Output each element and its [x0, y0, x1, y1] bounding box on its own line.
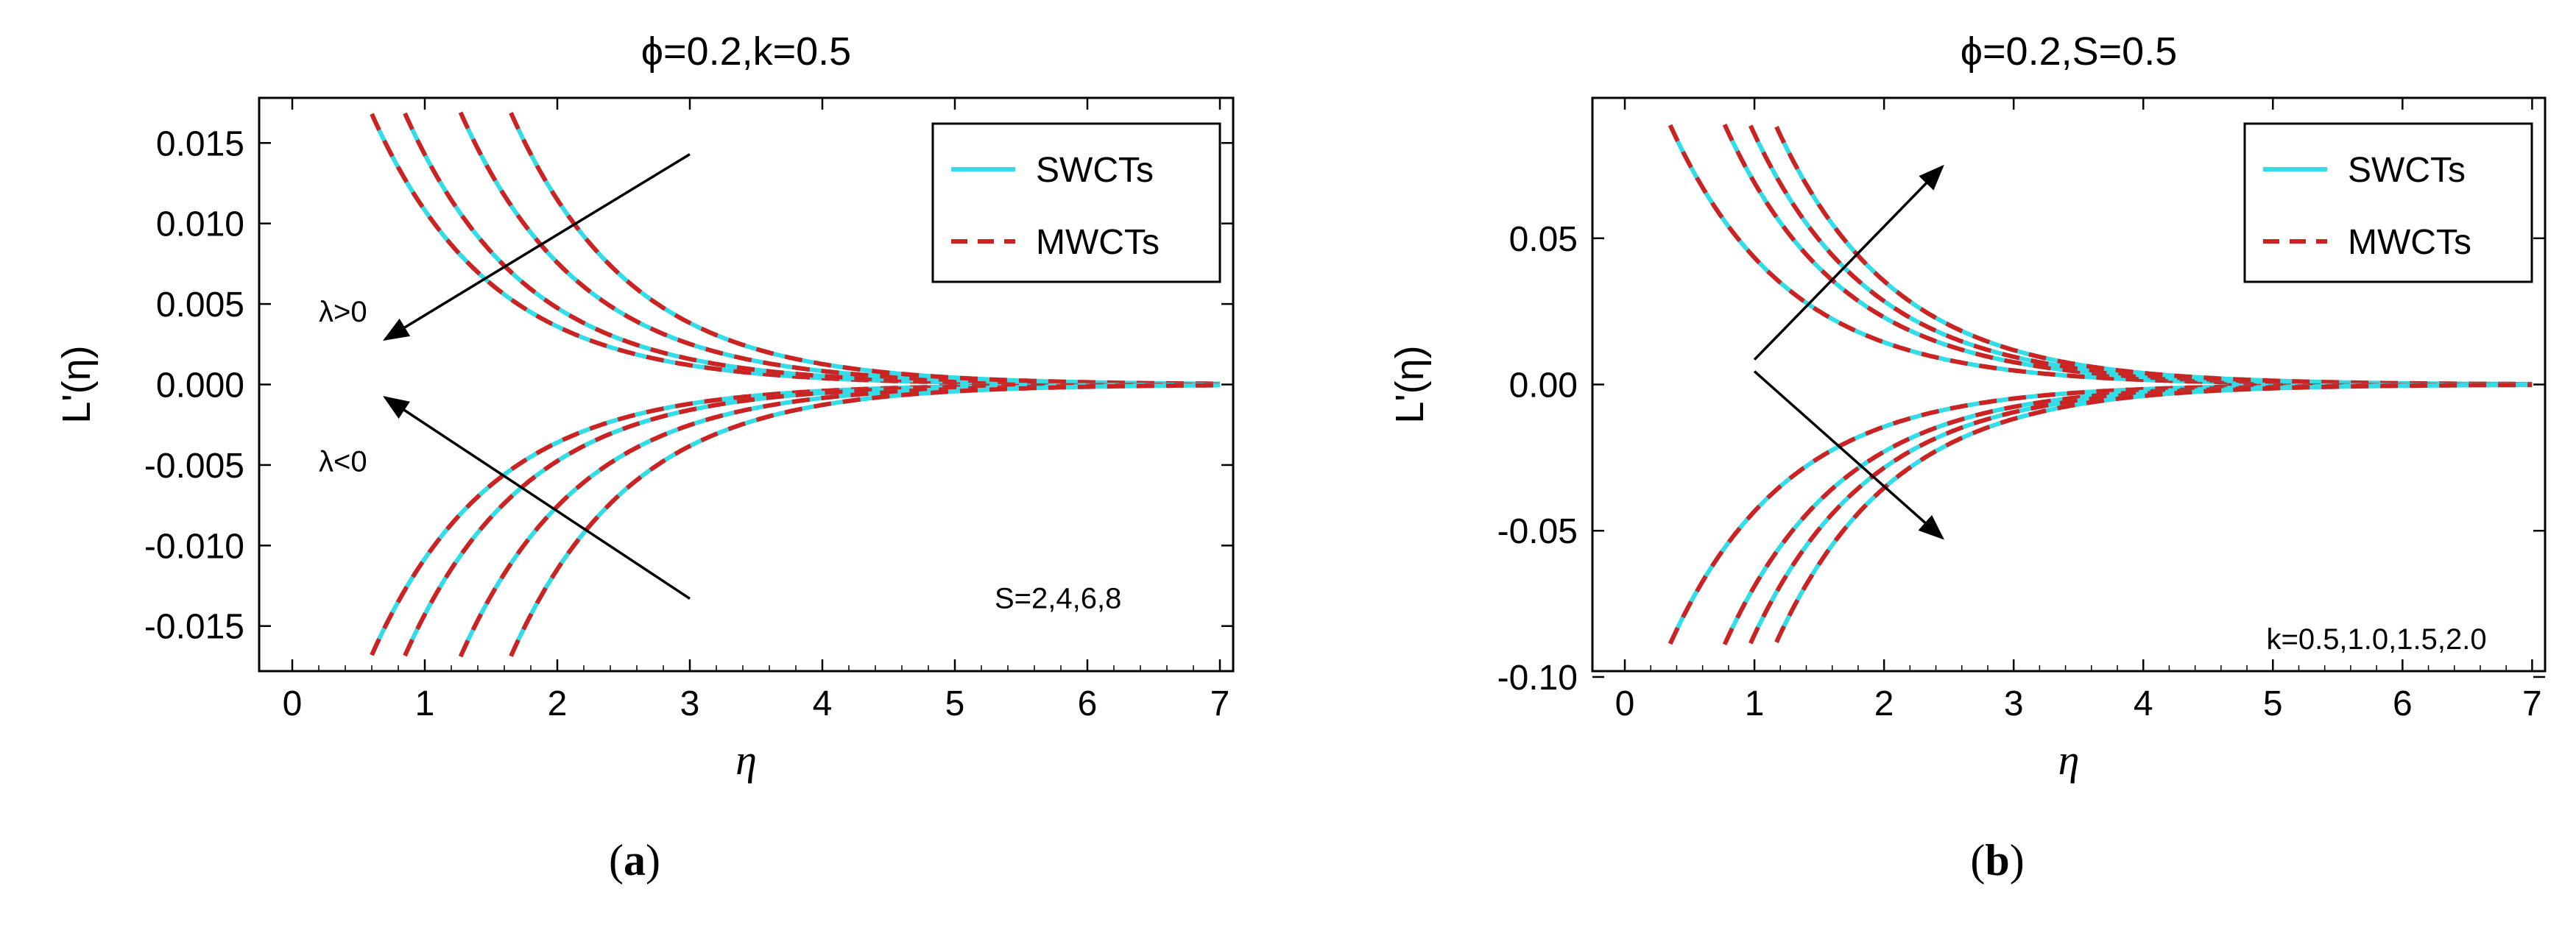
y-tick-label: -0.010	[144, 527, 244, 566]
x-tick-label: 0	[283, 684, 303, 723]
trend-arrow-1	[1753, 164, 1944, 361]
x-tick-label: 2	[548, 684, 568, 723]
y-axis-label: L'(η)	[54, 345, 99, 423]
curves	[370, 111, 1220, 658]
annotation: λ>0	[319, 296, 367, 328]
series-line-mwcts-7	[1748, 383, 2533, 645]
y-tick-label: 0.005	[156, 286, 244, 325]
x-tick-label: 7	[2522, 684, 2542, 723]
series-line-mwcts-1	[370, 113, 1220, 387]
x-tick-label: 0	[1615, 684, 1635, 723]
series-line-mwcts-6	[403, 382, 1220, 657]
series-line-mwcts-4	[1774, 126, 2533, 386]
x-tick-label: 5	[945, 684, 965, 723]
x-axis-label: η	[2058, 736, 2080, 784]
trend-arrow-2	[1753, 370, 1944, 540]
legend: SWCTs MWCTs	[2243, 122, 2533, 283]
series-line-mwcts-8	[1774, 383, 2533, 643]
subfigure-label-a: (a)	[609, 836, 660, 885]
series-line-mwcts-4	[509, 112, 1220, 386]
series-line-swcts-6	[1722, 382, 2533, 645]
series-line-swcts-6	[403, 382, 1220, 657]
curves	[1668, 124, 2533, 645]
legend-box	[931, 122, 1221, 283]
panel-b: ϕ=0.2,S=0.5 0 1 2 3 4 5 6 7 0.05 0.00 -0.05 -0.10 η L'…	[1388, 29, 2547, 784]
legend-label-swcts: SWCTs	[1036, 151, 1154, 190]
annotation: k=0.5,1.0,1.5,2.0	[2266, 623, 2486, 656]
x-axis-label: η	[735, 736, 757, 784]
series-line-mwcts-3	[1748, 124, 2533, 386]
chart-title: ϕ=0.2,k=0.5	[641, 29, 851, 74]
y-tick-label: -0.05	[1497, 512, 1578, 551]
panel-a: ϕ=0.2,k=0.5 0 1 2 3 4 5 6 7 0.015 0.010 0.005 0.000 -…	[54, 29, 1235, 784]
y-tick-label: 0.05	[1509, 220, 1578, 259]
series-line-swcts-8	[509, 383, 1220, 657]
x-tick-label: 7	[1210, 684, 1230, 723]
series-line-mwcts-2	[403, 112, 1220, 387]
annotation: S=2,4,6,8	[995, 583, 1121, 615]
annotation: λ<0	[319, 446, 367, 478]
series-line-swcts-7	[458, 383, 1220, 658]
series-line-mwcts-5	[1668, 382, 2533, 645]
chart-title: ϕ=0.2,S=0.5	[1961, 29, 2177, 74]
series-line-swcts-7	[1748, 383, 2533, 645]
x-tick-label: 1	[1745, 684, 1765, 723]
series-line-mwcts-5	[370, 382, 1220, 656]
trend-arrow-2	[383, 396, 691, 600]
y-tick-label: 0.015	[156, 124, 244, 163]
series-line-mwcts-8	[509, 383, 1220, 657]
legend: SWCTs MWCTs	[931, 122, 1221, 283]
y-tick-label: 0.00	[1509, 366, 1578, 405]
subfigure-label-b: (b)	[1970, 836, 2025, 885]
x-tick-label: 4	[813, 684, 833, 723]
x-tick-label: 6	[1078, 684, 1098, 723]
y-tick-label: -0.015	[144, 608, 244, 647]
series-line-mwcts-1	[1668, 124, 2533, 387]
series-line-mwcts-6	[1722, 382, 2533, 645]
y-tick-label: -0.005	[144, 447, 244, 486]
x-tick-label: 2	[1874, 684, 1894, 723]
x-tick-label: 5	[2263, 684, 2283, 723]
legend-label-mwcts: MWCTs	[2348, 223, 2471, 262]
x-tick-label: 1	[415, 684, 435, 723]
y-tick-label: 0.000	[156, 366, 244, 405]
x-tick-label: 4	[2134, 684, 2153, 723]
x-tick-label: 3	[680, 684, 700, 723]
trend-arrow-1	[383, 153, 691, 341]
series-line-mwcts-7	[458, 383, 1220, 658]
y-tick-label: 0.010	[156, 205, 244, 244]
legend-label-swcts: SWCTs	[2348, 151, 2466, 190]
legend-box	[2243, 122, 2533, 283]
x-tick-label: 6	[2393, 684, 2413, 723]
y-tick-label: -0.10	[1497, 659, 1578, 698]
legend-label-mwcts: MWCTs	[1036, 223, 1160, 262]
x-tick-label: 3	[2004, 684, 2024, 723]
y-axis-label: L'(η)	[1388, 345, 1432, 423]
series-line-swcts-5	[1668, 382, 2533, 645]
